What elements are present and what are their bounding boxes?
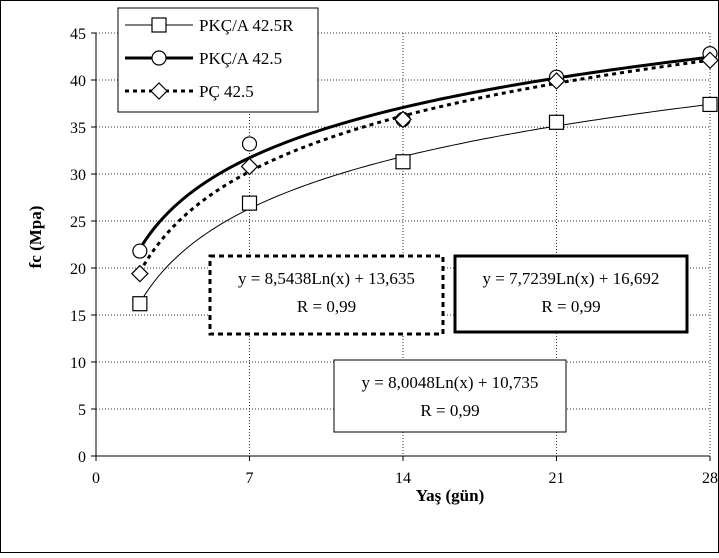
square-data-point <box>395 154 411 170</box>
x-tick-label: 7 <box>246 470 254 487</box>
equation-box <box>208 254 445 336</box>
annotation-layer: y = 8,5438Ln(x) + 13,635 R = 0,99 y = 7,72… <box>208 254 689 433</box>
x-tick-label: 21 <box>549 470 565 487</box>
legend-diamond-marker <box>150 82 168 100</box>
diamond-data-point <box>547 72 566 90</box>
trend-line <box>139 103 711 304</box>
y-tick-label: 10 <box>70 355 86 372</box>
diamond-data-point <box>131 264 149 283</box>
diamond-data-point <box>240 157 259 176</box>
legend-label: PÇ 42.5 <box>199 82 254 101</box>
equation-text: y = 7,7239Ln(x) + 16,692 <box>483 269 660 288</box>
square-data-point <box>702 96 718 113</box>
legend-circle-marker <box>151 50 167 66</box>
trend-line <box>138 58 711 273</box>
axis-layer: 0 5 10 15 20 25 30 35 40 45 0 7 14 21 28 <box>70 26 718 487</box>
y-tick-label: 5 <box>78 402 86 419</box>
square-data-point <box>241 195 258 211</box>
r-value-text: R = 0,99 <box>541 297 600 316</box>
equation-box <box>453 254 689 334</box>
r-value-text: R = 0,99 <box>420 401 479 420</box>
equation-box <box>333 359 567 433</box>
marker-layer <box>131 46 719 312</box>
equation-text: y = 8,0048Ln(x) + 10,735 <box>362 373 539 392</box>
y-axis-label: fc (Mpa) <box>26 206 45 269</box>
y-tick-label: 20 <box>70 261 86 278</box>
legend-square-marker <box>151 17 167 33</box>
legend-label: PKÇ/A 42.5 <box>199 49 282 68</box>
x-axis-label: Yaş (gün) <box>416 486 485 505</box>
square-data-point <box>548 114 565 130</box>
diamond-data-point <box>701 51 719 70</box>
fit-layer <box>138 55 711 304</box>
y-tick-label: 30 <box>70 167 86 184</box>
legend-layer: PKÇ/A 42.5R PKÇ/A 42.5 PÇ 42.5 <box>117 7 319 113</box>
y-tick-label: 25 <box>70 214 86 231</box>
circle-data-point <box>132 243 148 259</box>
diamond-data-point <box>394 110 412 129</box>
y-tick-label: 0 <box>78 449 86 466</box>
y-tick-label: 45 <box>70 26 86 43</box>
x-tick-label: 0 <box>92 470 100 487</box>
y-tick-label: 40 <box>70 73 86 90</box>
r-value-text: R = 0,99 <box>297 297 356 316</box>
x-tick-label: 14 <box>395 470 411 487</box>
circle-data-point <box>241 136 258 152</box>
trend-line <box>138 55 711 250</box>
y-tick-label: 15 <box>70 308 86 325</box>
legend-label: PKÇ/A 42.5R <box>199 16 294 35</box>
y-tick-label: 35 <box>70 120 86 137</box>
x-tick-label: 28 <box>702 470 718 487</box>
equation-text: y = 8,5438Ln(x) + 13,635 <box>238 269 415 288</box>
square-data-point <box>132 296 148 312</box>
